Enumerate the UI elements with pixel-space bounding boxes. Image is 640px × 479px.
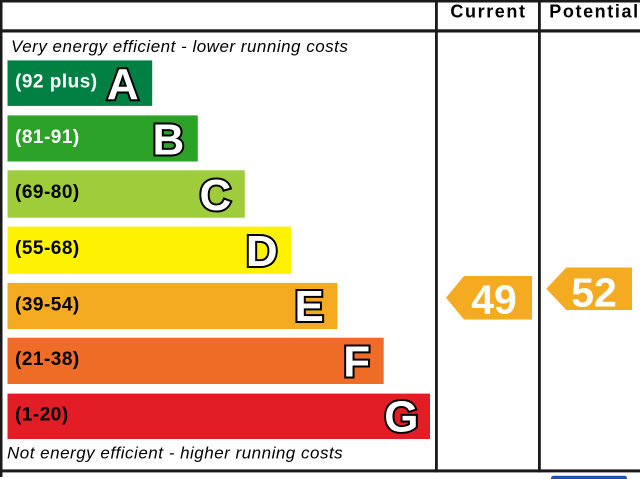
svg-text:C: C <box>200 171 232 220</box>
svg-text:(92 plus): (92 plus) <box>15 72 98 93</box>
svg-text:(81-91): (81-91) <box>15 127 80 148</box>
svg-text:(1-20): (1-20) <box>15 404 69 425</box>
svg-text:Not energy efficient - higher: Not energy efficient - higher running co… <box>7 444 343 463</box>
svg-text:Potential: Potential <box>549 2 639 22</box>
svg-text:E: E <box>295 282 324 331</box>
svg-text:(39-54): (39-54) <box>15 294 80 315</box>
svg-text:52: 52 <box>571 270 617 316</box>
svg-text:G: G <box>384 393 418 442</box>
svg-text:(69-80): (69-80) <box>15 182 80 203</box>
svg-text:(21-38): (21-38) <box>15 349 80 370</box>
svg-text:F: F <box>343 338 370 387</box>
svg-text:Very energy efficient - lower: Very energy efficient - lower running co… <box>11 37 348 56</box>
svg-text:49: 49 <box>471 276 517 322</box>
svg-text:D: D <box>246 227 278 276</box>
svg-text:Current: Current <box>450 2 526 22</box>
svg-text:(55-68): (55-68) <box>15 238 80 259</box>
svg-text:A: A <box>107 60 139 109</box>
svg-text:B: B <box>153 116 185 165</box>
